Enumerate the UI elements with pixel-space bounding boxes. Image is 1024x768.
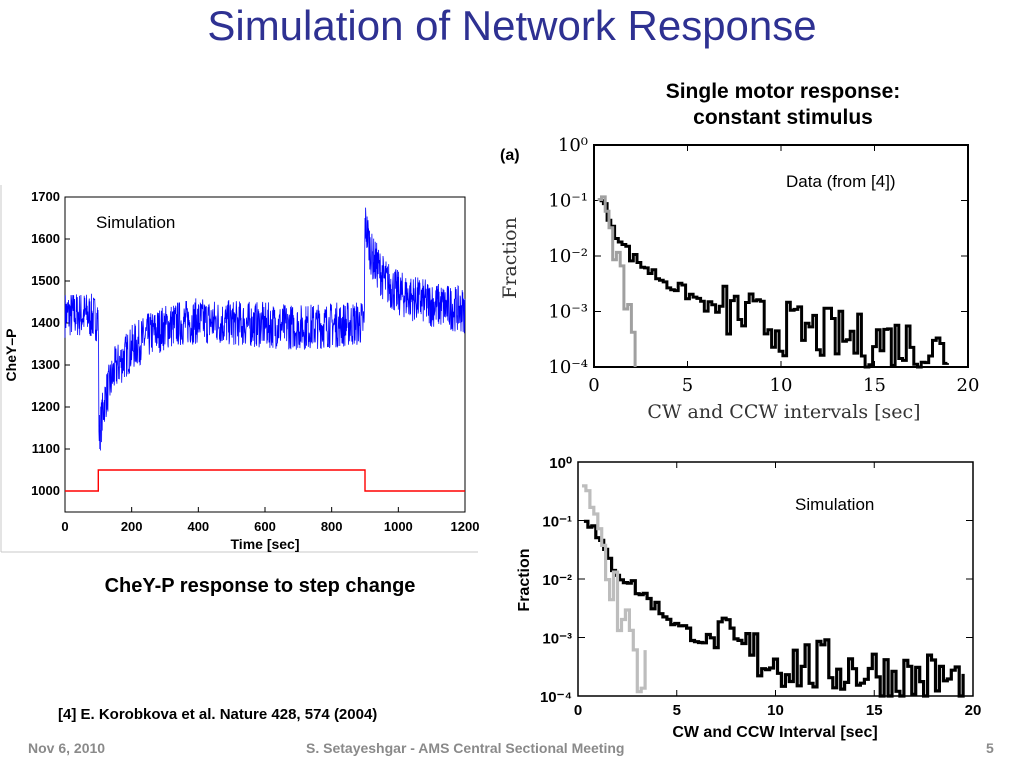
chart2-ylabel: Fraction [499, 217, 521, 299]
chart2-series-1 [597, 195, 637, 367]
chart3-series-0 [583, 519, 965, 698]
chart1-series-0 [64, 207, 466, 451]
chart3-xtick-label: 15 [866, 702, 883, 719]
chart3-xtick-label: 10 [767, 702, 784, 719]
chart2-ytick-label: 10⁻² [548, 246, 588, 267]
chart1-xtick-label: 400 [187, 519, 209, 534]
chart1-ytick-label: 1400 [31, 315, 60, 330]
chart1-ytick-label: 1000 [31, 483, 60, 498]
chey-p-chart: 0 200 400 600 800 1000 1200 1000 1100 1200 1300 140… [0, 185, 480, 553]
footer-page-number: 5 [986, 740, 994, 756]
chart3-annotation: Simulation [795, 495, 874, 514]
chart1-xtick-label: 600 [254, 519, 276, 534]
chart2-ytick-label: 10⁻¹ [548, 191, 588, 212]
chart1-series-1 [65, 469, 465, 492]
chart2-panel-label: (a) [500, 147, 520, 164]
chart1-ylabel: CheY–P [3, 329, 19, 382]
chart3-ytick-label: 10⁻¹ [542, 514, 572, 531]
footer-date: Nov 6, 2010 [28, 740, 106, 756]
chart2-annotation: Data (from [4]) [786, 172, 896, 191]
chart3-ylabel: Fraction [516, 548, 533, 611]
right-heading-line1: Single motor response: [665, 80, 901, 103]
chart3-series-1 [582, 484, 647, 694]
chart1-ytick-label: 1700 [31, 189, 60, 204]
chart3-ytick-label: 10⁻⁴ [540, 689, 572, 706]
chart2-xtick-label: 5 [682, 375, 693, 396]
right-heading-line2: constant stimulus [693, 106, 873, 129]
chart1-ytick-label: 1600 [31, 231, 60, 246]
chart2-ytick-label: 10⁻³ [548, 302, 588, 323]
chart1-xlabel: Time [sec] [231, 536, 300, 552]
chart2-xtick-label: 20 [957, 375, 980, 396]
data-interval-chart: 0 5 10 15 20 10⁰ 10⁻¹ 10⁻² 10⁻³ 10⁻⁴ (a) Data (fr… [499, 135, 980, 423]
right-panel-heading: Single motor response: constant stimulus [600, 79, 966, 131]
chart2-frame [593, 144, 969, 368]
chart1-annotation: Simulation [96, 213, 175, 232]
chart3-ytick-label: 10⁻³ [542, 631, 572, 648]
simulation-interval-chart: 0 5 10 15 20 10⁰ 10⁻¹ 10⁻² 10⁻³ 10⁻⁴ Simulation C… [516, 455, 982, 741]
chart3-xtick-label: 20 [965, 702, 982, 719]
chart1-xtick-label: 1200 [451, 519, 480, 534]
reference-citation: [4] E. Korobkova et al. Nature 428, 574 … [58, 706, 378, 723]
chart2-series-0 [599, 199, 949, 369]
chart1-ytick-label: 1300 [31, 357, 60, 372]
chart1-xtick-label: 800 [321, 519, 343, 534]
chart3-xtick-label: 5 [673, 702, 681, 719]
chart1-xtick-label: 200 [121, 519, 143, 534]
chart1-xtick-label: 0 [61, 519, 68, 534]
chart3-ytick-label: 10⁰ [549, 455, 572, 472]
chart2-xlabel: CW and CCW intervals [sec] [647, 401, 920, 423]
chart3-xtick-label: 0 [574, 702, 582, 719]
chart3-ytick-label: 10⁻² [542, 572, 572, 589]
chey-p-caption: CheY-P response to step change [104, 575, 416, 597]
chart1-xtick-label: 1000 [384, 519, 413, 534]
chart2-xtick-label: 0 [588, 375, 599, 396]
slide-title: Simulation of Network Response [207, 2, 817, 49]
chart1-ytick-label: 1100 [32, 441, 60, 456]
chart2-ytick-label: 10⁰ [558, 135, 588, 156]
chart1-ytick-label: 1200 [31, 399, 60, 414]
chart2-xtick-label: 10 [770, 375, 793, 396]
footer-author: S. Setayeshgar - AMS Central Sectional M… [306, 740, 625, 756]
chart1-ytick-label: 1500 [31, 273, 60, 288]
chart2-xtick-label: 15 [863, 375, 886, 396]
chart2-ytick-label: 10⁻⁴ [548, 357, 588, 378]
chart3-xlabel: CW and CCW Interval [sec] [672, 724, 877, 741]
